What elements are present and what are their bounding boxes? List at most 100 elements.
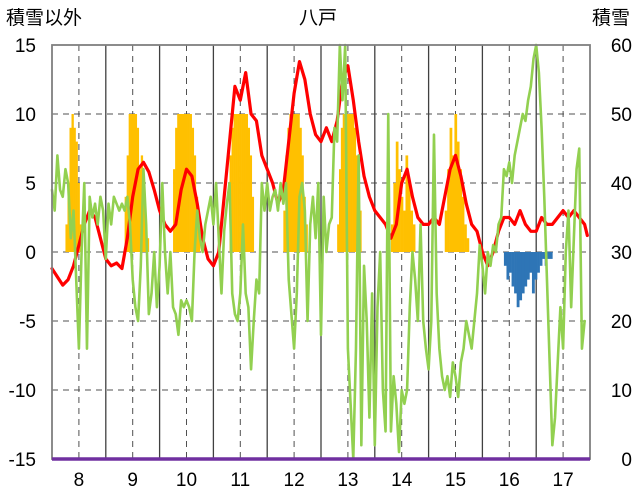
- x-tick-label: 9: [127, 470, 138, 491]
- bar: [531, 252, 535, 294]
- bar: [239, 114, 242, 252]
- y-tick-label-left: -15: [9, 450, 36, 471]
- chart-title: 八戸: [299, 8, 337, 29]
- y-tick-label-left: 0: [25, 243, 36, 264]
- bar: [75, 141, 78, 252]
- bar: [348, 114, 351, 252]
- bar: [287, 127, 290, 252]
- bar: [77, 183, 80, 252]
- y-tick-label-left: -10: [9, 381, 36, 402]
- line-series: [50, 43, 589, 461]
- bar: [138, 169, 142, 252]
- bar: [529, 252, 533, 273]
- bar: [249, 155, 253, 252]
- bar: [542, 252, 545, 259]
- bar: [289, 114, 292, 252]
- bar: [537, 252, 540, 273]
- bar: [73, 127, 76, 252]
- bar: [69, 127, 72, 252]
- bar: [243, 114, 246, 252]
- bar: [444, 210, 448, 252]
- x-tick-label: 10: [176, 470, 197, 491]
- left-axis-label: 積雪以外: [6, 7, 82, 29]
- bar: [466, 238, 470, 252]
- bar: [187, 114, 190, 252]
- bar: [534, 252, 538, 280]
- x-tick-label: 13: [337, 470, 358, 491]
- bar: [506, 252, 510, 280]
- bar: [350, 114, 353, 252]
- y-tick-label-right: 60: [611, 36, 632, 57]
- bar: [339, 169, 342, 252]
- bar: [291, 114, 294, 252]
- bar: [539, 252, 543, 266]
- bar: [549, 252, 553, 259]
- bar: [124, 196, 127, 252]
- bar: [193, 155, 197, 252]
- bar: [405, 155, 409, 252]
- bar: [400, 196, 404, 252]
- bar: [340, 127, 344, 252]
- bar: [395, 141, 399, 252]
- bar: [503, 252, 507, 266]
- y-tick-label-right: 10: [611, 381, 632, 402]
- series-line: [50, 59, 589, 287]
- y-tick-label-right: 30: [611, 243, 632, 264]
- bar: [407, 183, 411, 252]
- bar: [447, 169, 450, 252]
- bar: [524, 252, 528, 287]
- y-tick-label-left: 15: [15, 36, 36, 57]
- bar: [521, 252, 525, 294]
- x-tick-label: 12: [284, 470, 305, 491]
- x-tick-label: 8: [74, 470, 85, 491]
- right-axis-label: 積雪: [592, 7, 630, 29]
- bar: [65, 224, 68, 252]
- x-tick-label: 16: [499, 470, 520, 491]
- bar: [128, 114, 131, 252]
- x-tick-label: 17: [553, 470, 574, 491]
- bar: [71, 114, 74, 252]
- bar: [516, 252, 520, 308]
- bar: [342, 114, 345, 252]
- right-axis-ticks: 60 50 40 30 20 10 0: [611, 36, 632, 471]
- bar: [412, 224, 416, 252]
- bar: [179, 114, 182, 252]
- bar: [251, 196, 255, 252]
- bar: [461, 196, 465, 252]
- bar: [189, 114, 192, 252]
- bar: [185, 114, 188, 252]
- bar: [183, 114, 186, 252]
- left-axis-ticks: 15 10 5 0 -5 -10 -15: [9, 36, 36, 471]
- bar: [452, 155, 455, 252]
- bar: [353, 127, 357, 252]
- bar: [449, 127, 453, 252]
- bar: [142, 183, 146, 252]
- bar: [177, 114, 180, 252]
- y-tick-label-right: 50: [611, 105, 632, 126]
- bar: [295, 114, 298, 252]
- y-tick-label-right: 40: [611, 174, 632, 195]
- y-tick-label-right: 0: [621, 450, 632, 471]
- bar: [245, 114, 248, 252]
- y-tick-label-right: 20: [611, 312, 632, 333]
- bar: [130, 114, 133, 252]
- bar: [456, 141, 460, 252]
- x-axis-ticks: 8 9 10 11 12 13 14 15 16 17: [74, 470, 574, 491]
- x-tick-label: 14: [391, 470, 413, 491]
- bar: [241, 114, 244, 252]
- bar: [393, 183, 397, 252]
- bar: [136, 127, 140, 252]
- bar: [247, 127, 251, 252]
- series-line: [50, 43, 586, 461]
- bar: [231, 127, 234, 252]
- bar: [511, 252, 515, 287]
- y-tick-label-left: 10: [15, 105, 36, 126]
- bar: [403, 210, 406, 252]
- bar: [301, 155, 304, 252]
- y-tick-label-left: 5: [25, 174, 36, 195]
- bar: [526, 252, 530, 280]
- bar: [454, 114, 458, 252]
- bar: [547, 252, 551, 259]
- bar: [459, 169, 462, 252]
